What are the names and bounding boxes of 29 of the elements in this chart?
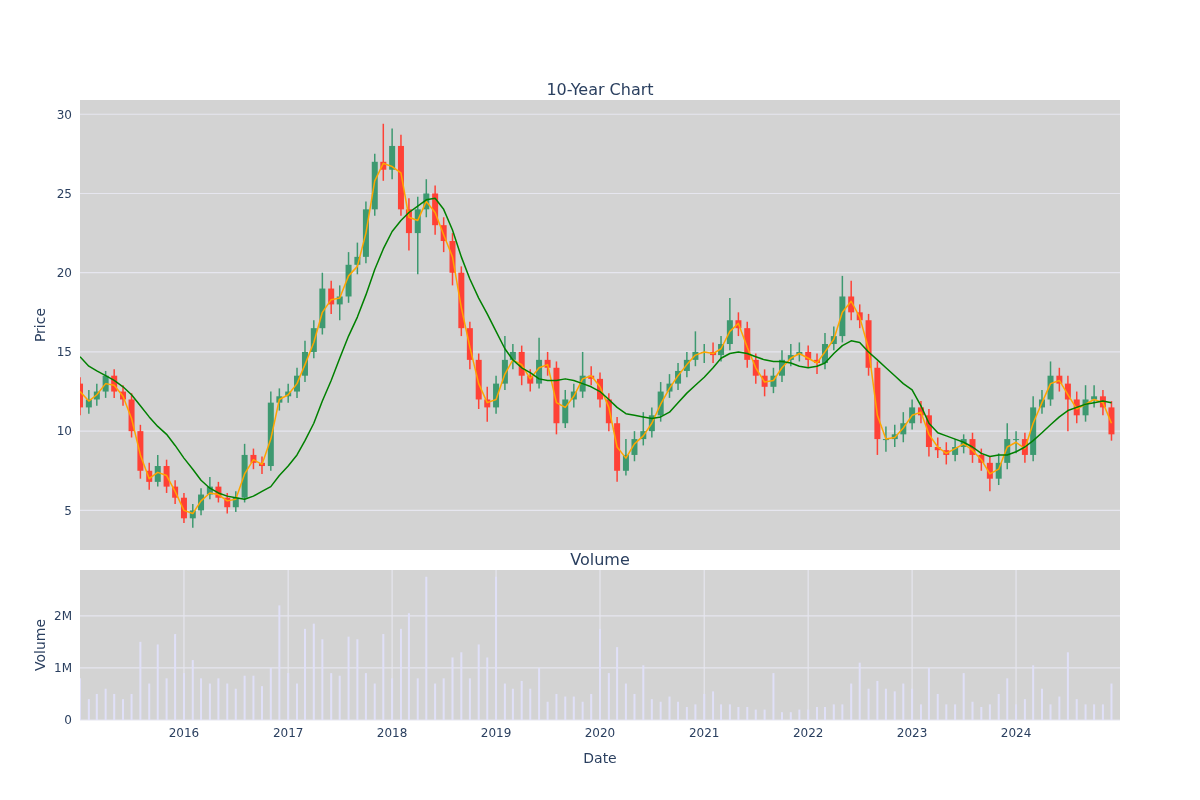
y-axis-title: Price — [32, 307, 48, 343]
y-tick-label: 25 — [56, 186, 72, 201]
x-tick-label: 2017 — [272, 725, 304, 740]
chart-title: Volume — [569, 550, 631, 569]
y-tick-label: 15 — [56, 345, 72, 360]
chart-title: 10-Year Chart — [545, 80, 655, 99]
candlestick — [1013, 430, 1020, 455]
y-tick-label: 5 — [64, 503, 72, 518]
y-tick-label: 20 — [56, 265, 72, 280]
candlestick — [562, 389, 569, 429]
x-tick-label: 2023 — [896, 725, 928, 740]
x-tick-label: 2022 — [792, 725, 824, 740]
x-tick-label: 2019 — [480, 725, 512, 740]
y-tick-label: 0 — [64, 713, 72, 728]
candlestick — [1091, 384, 1098, 409]
x-axis-title: Date — [582, 750, 618, 766]
x-tick-label: 2024 — [1000, 725, 1032, 740]
y-tick-label: 30 — [56, 107, 72, 122]
y-tick-label: 10 — [56, 424, 72, 439]
candlestick — [154, 454, 161, 488]
candlestick — [414, 195, 421, 276]
y-tick-label: 1M — [54, 661, 72, 676]
candlestick — [389, 127, 396, 180]
y-tick-label: 2M — [54, 609, 72, 624]
y-axis-title: Volume — [32, 618, 48, 672]
x-tick-label: 2016 — [168, 725, 200, 740]
x-tick-label: 2020 — [584, 725, 616, 740]
x-tick-label: 2018 — [376, 725, 408, 740]
x-tick-label: 2021 — [688, 725, 720, 740]
